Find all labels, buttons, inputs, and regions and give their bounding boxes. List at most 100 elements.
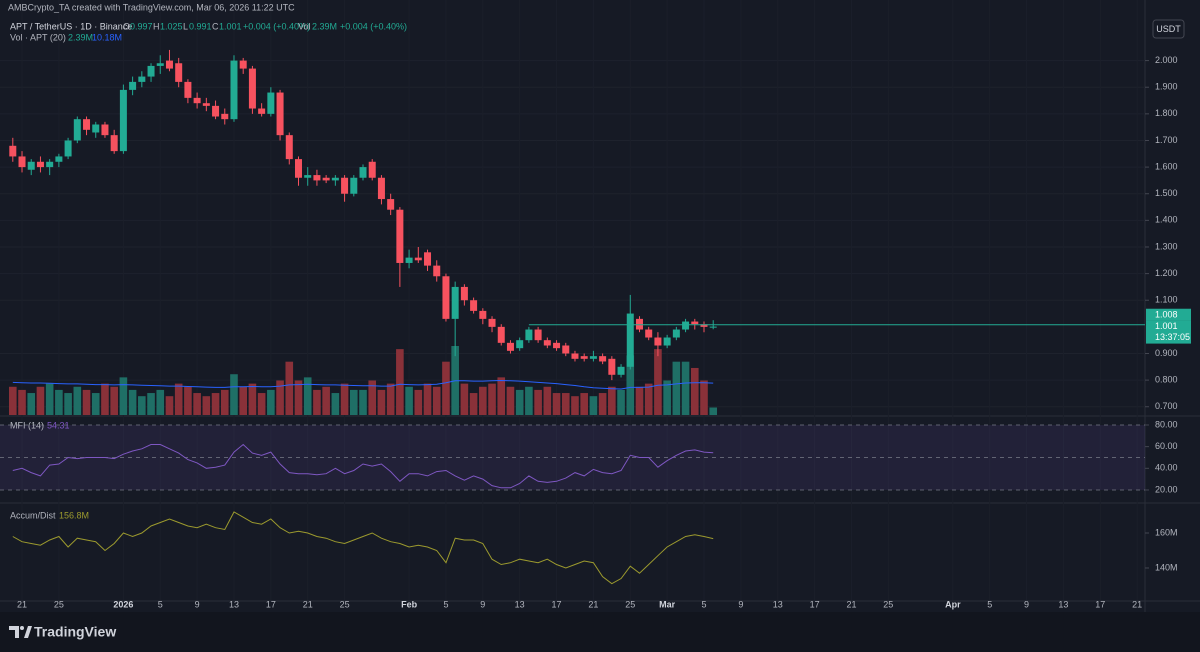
high-label: H — [153, 21, 160, 31]
volume-bar — [64, 393, 72, 415]
volume-bar — [248, 383, 257, 415]
volume-title: Vol · APT (20) — [10, 32, 66, 42]
volume-bar — [515, 389, 524, 415]
volume-bar — [55, 389, 63, 415]
x-tick-label: 25 — [883, 599, 893, 609]
volume-bar — [672, 361, 681, 415]
x-tick-label: 5 — [987, 599, 992, 609]
ad-title: Accum/Dist — [10, 510, 56, 520]
volume-bar — [147, 393, 155, 415]
logo-dot — [20, 626, 24, 630]
volume-bar — [617, 389, 625, 415]
volume-bar — [359, 389, 367, 415]
volume-ma-value: 10.18M — [92, 32, 122, 42]
brand-logo — [9, 626, 32, 638]
y-tick-label: 1.500 — [1155, 188, 1178, 198]
candle-body — [599, 356, 607, 362]
x-tick-label: 21 — [17, 599, 27, 609]
x-tick-label: 17 — [552, 599, 562, 609]
candle-body — [313, 175, 321, 181]
volume-bar — [184, 386, 192, 415]
candle-body — [534, 329, 542, 341]
candle-body — [267, 92, 275, 114]
logo-shape — [9, 626, 19, 638]
volume-bar — [82, 389, 91, 415]
mfi-value: 54.31 — [47, 420, 70, 430]
candle-body — [424, 252, 432, 266]
volume-bar — [101, 383, 109, 415]
volume-bar — [267, 389, 275, 415]
candle-body — [506, 342, 514, 351]
volume-bar — [303, 377, 312, 415]
candle-body — [617, 366, 625, 375]
candle-body — [193, 97, 201, 104]
currency[interactable]: USDT — [1156, 24, 1181, 34]
volume-bar — [460, 383, 469, 415]
volume-bar — [589, 396, 598, 415]
x-tick-label: 9 — [195, 599, 200, 609]
volume-bar — [322, 386, 330, 415]
volume-bar — [202, 396, 211, 415]
candle-body — [470, 300, 478, 311]
y-tick-label: 0.800 — [1155, 374, 1178, 384]
brand: TradingView — [34, 624, 116, 640]
candle-body — [73, 119, 81, 141]
candle-body — [543, 340, 551, 346]
y-tick-label: 80.00 — [1155, 419, 1178, 429]
candle-body — [654, 337, 662, 346]
candle-body — [626, 313, 634, 367]
x-tick-label: 17 — [810, 599, 820, 609]
candle-body — [36, 161, 44, 168]
volume-bar — [552, 393, 561, 415]
candle-body — [414, 257, 422, 261]
volume-bar — [423, 383, 432, 415]
volume-bar — [230, 374, 238, 415]
volume-bar — [45, 383, 54, 415]
y-tick-label: 60.00 — [1155, 441, 1178, 451]
volume-bar — [138, 396, 146, 415]
candle-body — [497, 326, 505, 343]
candle-body — [571, 353, 579, 359]
close-value: 1.001 — [219, 21, 242, 31]
volume-bar — [690, 367, 699, 415]
volume-bar — [654, 349, 662, 415]
candle-body — [92, 124, 100, 133]
candle-body — [377, 177, 385, 200]
candle-body — [258, 108, 266, 114]
candle-body — [239, 60, 247, 69]
candle-body — [119, 89, 127, 152]
x-tick-label: 13 — [229, 599, 239, 609]
volume-bar — [580, 393, 588, 415]
x-tick-label: 2026 — [113, 599, 133, 609]
volume-bar — [469, 393, 478, 415]
volume-bar — [414, 389, 423, 415]
volume-bar — [349, 389, 358, 415]
indicator-line — [12, 443, 714, 489]
high-value: 1.025 — [160, 21, 183, 31]
y-tick-label: 0.700 — [1155, 401, 1178, 411]
candle-body — [165, 60, 173, 69]
price-tag-label: 1.008 — [1155, 310, 1178, 320]
volume-bar — [377, 389, 386, 415]
candle-body — [682, 321, 690, 330]
candle-body — [562, 345, 570, 354]
low-value: 0.991 — [189, 21, 212, 31]
x-tick-label: 13 — [1058, 599, 1068, 609]
x-tick-label: 13 — [515, 599, 525, 609]
volume-bar — [368, 380, 377, 415]
low-label: L — [183, 21, 188, 31]
candle-body — [645, 329, 653, 338]
volume-bar — [432, 386, 441, 415]
x-tick-label: 5 — [701, 599, 706, 609]
y-tick-label: 1.900 — [1155, 82, 1178, 92]
volume-bar — [396, 349, 404, 415]
candle-body — [285, 135, 293, 160]
y-tick-label: 140M — [1155, 562, 1178, 572]
x-tick-label: 25 — [54, 599, 64, 609]
volume-bar — [294, 380, 303, 415]
candle-body — [276, 92, 284, 136]
ad-value: 156.8M — [59, 510, 89, 520]
currency-box[interactable] — [1152, 19, 1185, 39]
volume-bar — [442, 361, 450, 415]
candle-body — [451, 286, 459, 319]
